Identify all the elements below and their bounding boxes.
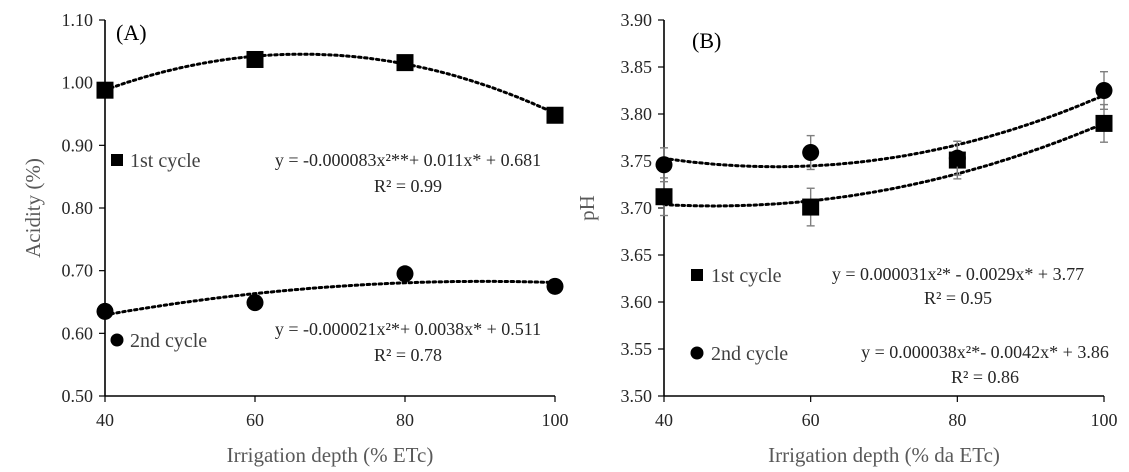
data-point-square [546,106,564,124]
x-tick-label: 40 [96,410,114,430]
x-tick-label: 100 [1091,410,1118,430]
y-tick-label: 3.65 [621,245,653,265]
data-point-circle [246,294,264,312]
panel-ph: 3.50 3.55 3.60 3.65 3.70 3.75 3.80 3.85 3.90 40 60… [575,10,1118,467]
trendline-2 [103,279,557,317]
data-point-circle [96,302,114,320]
legend-marker-circle [690,346,704,360]
r-squared: R² = 0.99 [374,176,442,196]
data-point-square [246,50,264,68]
legend-label: 2nd cycle [130,330,207,352]
legend-marker-square [111,154,123,166]
data-point-square [655,188,673,206]
data-point-circle [1095,82,1113,99]
r-squared: R² = 0.78 [374,345,442,365]
data-point-circle [396,265,414,283]
trend-equation: y = -0.000021x²*+ 0.0038x* + 0.511 [275,319,541,339]
y-tick-label: 3.80 [621,104,653,124]
y-tick-label: 1.10 [62,10,94,30]
r-squared: R² = 0.95 [924,288,992,308]
panel-label: (B) [692,28,721,53]
x-tick-label: 60 [802,410,820,430]
data-point-square [96,81,114,99]
panel-label: (A) [116,20,147,45]
y-tick-label: 0.80 [62,198,94,218]
x-tick-label: 100 [542,410,569,430]
x-axis-title: Irrigation depth (% ETc) [227,443,434,467]
data-point-circle [546,277,564,295]
y-axis-title: pH [575,195,599,221]
legend-marker-square [691,269,703,281]
legend-label: 1st cycle [130,150,201,172]
y-tick-label: 0.60 [62,323,94,343]
trendline-2 [662,93,1106,169]
data-point-circle [655,156,673,174]
trendline-1 [662,121,1106,208]
y-tick-label: 3.75 [621,151,653,171]
x-tick-label: 60 [246,410,264,430]
data-point-circle [948,149,966,167]
trendline-1 [103,52,557,115]
data-point-square [396,54,414,72]
trend-equation: y = -0.000083x²**+ 0.011x* + 0.681 [275,150,541,170]
x-axis-title: Irrigation depth (% da ETc) [768,443,1000,467]
x-tick-label: 80 [948,410,966,430]
x-tick-label: 80 [396,410,414,430]
y-tick-label: 0.90 [62,135,94,155]
panel-acidity: 0.50 0.60 0.70 0.80 0.90 1.00 1.10 40 60 80 100 Irr… [21,10,569,467]
trend-equation: y = 0.000031x²* - 0.0029x* + 3.77 [832,264,1084,284]
y-tick-label: 0.70 [62,261,94,281]
y-tick-label: 1.00 [62,73,94,93]
legend-label: 2nd cycle [711,343,788,365]
data-point-square [802,198,820,216]
y-tick-label: 3.85 [621,57,653,77]
y-tick-label: 3.60 [621,292,653,312]
y-tick-label: 3.90 [621,10,653,30]
y-tick-label: 0.50 [62,386,94,406]
legend-label: 1st cycle [711,265,782,287]
y-tick-label: 3.70 [621,198,653,218]
data-point-square [1095,114,1113,132]
data-point-circle [802,144,820,162]
x-tick-label: 40 [655,410,673,430]
trend-equation: y = 0.000038x²*- 0.0042x* + 3.86 [861,342,1109,362]
y-tick-label: 3.50 [621,386,653,406]
y-axis-title: Acidity (%) [21,158,45,258]
r-squared: R² = 0.86 [951,367,1019,387]
y-tick-label: 3.55 [621,339,653,359]
legend-marker-circle [110,333,124,347]
